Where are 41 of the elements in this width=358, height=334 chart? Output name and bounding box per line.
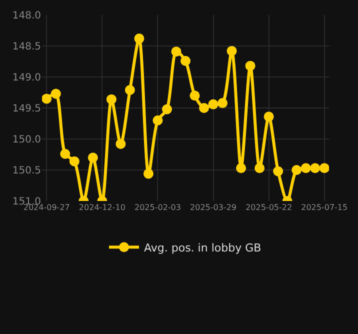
point — [69, 156, 80, 166]
x-tick-label: 2025-03-29 — [190, 203, 237, 212]
point — [180, 56, 190, 66]
point — [42, 94, 52, 104]
point — [134, 34, 144, 44]
point — [254, 163, 265, 174]
point — [310, 163, 320, 174]
point — [236, 163, 246, 174]
point — [116, 138, 126, 149]
point — [292, 165, 302, 175]
x-tick-label: 2025-07-15 — [301, 203, 348, 212]
y-tick-label: 149.5 — [12, 104, 41, 114]
point — [218, 98, 228, 108]
point — [50, 88, 61, 99]
x-tick-label: 2025-02-03 — [134, 203, 181, 212]
y-tick-label: 150.0 — [12, 134, 41, 146]
x-tick-label: 2024-09-27 — [23, 203, 70, 212]
point — [226, 46, 237, 56]
y-tick-label: 150.5 — [12, 166, 41, 176]
y-tick-label: 148.0 — [12, 10, 41, 22]
y-tick-label: 148.5 — [12, 42, 41, 52]
point — [300, 163, 311, 174]
point — [162, 104, 172, 114]
x-tick-label: 2025-05-22 — [246, 203, 292, 212]
point — [60, 148, 70, 159]
point — [171, 46, 182, 57]
point — [208, 99, 218, 110]
legend-label: Avg. pos. in lobby GB — [144, 241, 262, 254]
point — [264, 112, 274, 122]
point — [190, 90, 200, 101]
point — [143, 168, 154, 179]
point — [245, 60, 256, 71]
point — [88, 152, 98, 163]
point — [124, 85, 135, 96]
point — [106, 94, 116, 104]
x-tick-label: 2024-12-10 — [78, 203, 126, 212]
point — [273, 166, 284, 176]
point — [199, 103, 210, 113]
y-tick-label: 149.0 — [12, 72, 41, 84]
point — [152, 115, 163, 126]
point — [319, 163, 329, 174]
